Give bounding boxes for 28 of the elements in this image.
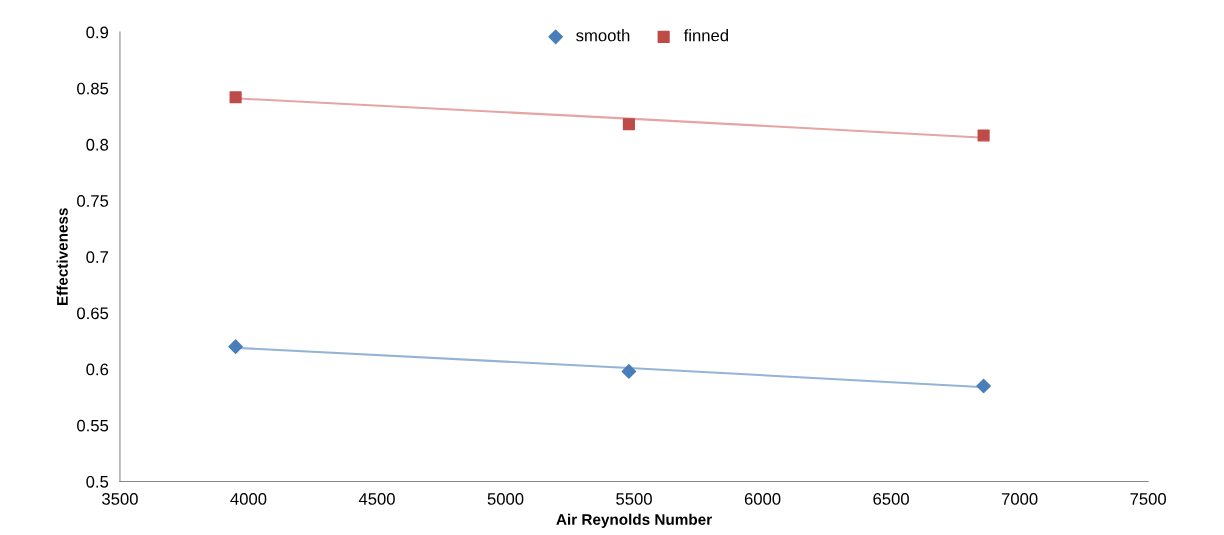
y-tick-label: 0.55 [77, 419, 109, 432]
x-tick-label: 3500 [102, 493, 138, 505]
point [621, 364, 637, 379]
y-axis-title: Effectiveness [56, 208, 68, 306]
y-tick-label: 0.7 [86, 251, 109, 263]
legend-label: smooth [576, 29, 630, 42]
x-tick-label: 4000 [230, 493, 267, 505]
x-tick-label: 7500 [1130, 493, 1166, 505]
x-axis-title: Air Reynolds Number [556, 513, 712, 528]
point [977, 129, 990, 142]
y-tick-label: 0.5 [86, 475, 109, 488]
x-tick-label: 7000 [1001, 493, 1038, 505]
y-tick-label: 0.75 [77, 195, 109, 207]
x-tick-label: 5500 [616, 493, 652, 505]
legend-label: finned [683, 29, 728, 42]
point [622, 118, 635, 131]
x-tick-label: 6000 [744, 493, 781, 505]
point [976, 378, 991, 394]
y-tick-label: 0.65 [77, 307, 109, 320]
x-tick-label: 4500 [358, 493, 395, 505]
y-tick-label: 0.9 [86, 26, 109, 39]
point [228, 339, 243, 354]
x-tick-label: 5000 [487, 493, 524, 505]
y-tick-label: 0.85 [77, 82, 109, 95]
y-tick-label: 0.8 [86, 138, 109, 151]
x-tick-label: 6500 [873, 493, 909, 505]
y-tick-label: 0.6 [86, 363, 109, 376]
point [229, 91, 242, 104]
